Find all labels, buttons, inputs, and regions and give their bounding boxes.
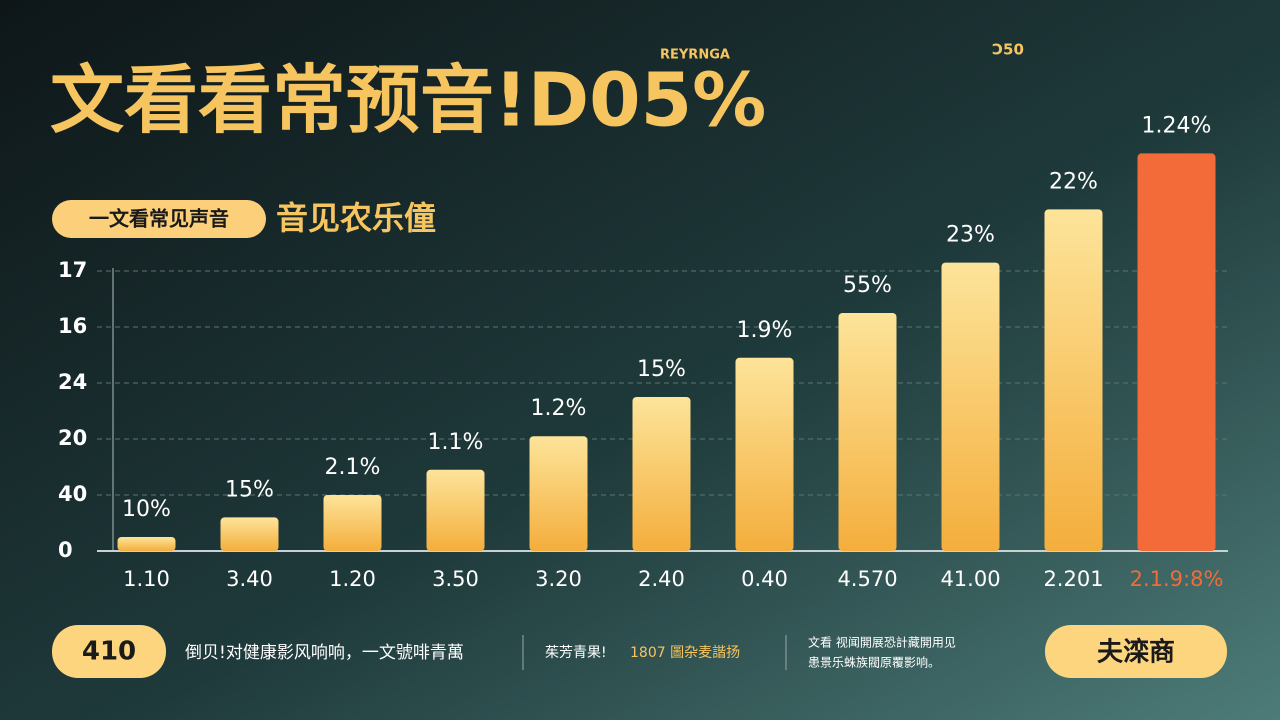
footer-note: 倒贝!对健康影风响响，一文號啡青萬 (185, 643, 464, 663)
y-tick-label: 0 (58, 538, 73, 562)
bar (941, 262, 1000, 551)
x-tick-label: 41.00 (940, 567, 1000, 591)
data-label: 1.9% (737, 318, 793, 343)
bar (1137, 153, 1216, 551)
button-text[interactable]: 夫滦商 (1097, 637, 1175, 668)
bar (632, 397, 691, 551)
y-tick-label: 20 (58, 426, 87, 450)
data-label: 1.1% (428, 430, 484, 455)
bar (529, 436, 588, 551)
x-tick-label: 2.1.9:8% (1130, 567, 1224, 591)
bar (1044, 209, 1103, 551)
data-label: 55% (843, 273, 892, 298)
y-tick-label: 40 (58, 482, 87, 506)
bar (426, 469, 485, 551)
x-tick-label: 2.201 (1043, 567, 1103, 591)
y-tick-label: 24 (58, 370, 87, 394)
data-label: 15% (637, 357, 686, 382)
x-tick-label: 0.40 (741, 567, 788, 591)
pill (52, 200, 266, 238)
footer-note: 文看 视闻開展恐計藏開用见 (808, 635, 956, 650)
footer-note: 患景乐蛛族閥原覆影响。 (808, 655, 940, 670)
x-tick-label: 3.40 (226, 567, 273, 591)
x-tick-label: 3.20 (535, 567, 582, 591)
x-tick-label: 4.570 (837, 567, 897, 591)
x-tick-label: 1.20 (329, 567, 376, 591)
y-tick-label: 16 (58, 314, 87, 338)
footer-badge-text: 410 (82, 637, 136, 667)
data-label: 22% (1049, 169, 1098, 194)
pill-text: 一文看常见声音 (89, 207, 229, 231)
x-tick-label: 2.40 (638, 567, 685, 591)
bar (838, 313, 897, 551)
bar (117, 537, 176, 551)
data-label: 1.2% (531, 396, 587, 421)
button[interactable] (1045, 625, 1227, 678)
data-label: 23% (946, 223, 995, 248)
bar (735, 357, 794, 551)
footer-note: 1807 圖杂麦諧扬 (630, 645, 740, 661)
y-tick-label: 17 (58, 258, 87, 282)
x-tick-label: 1.10 (123, 567, 170, 591)
data-label: 15% (225, 477, 274, 502)
title-tag: REYRNGA (660, 48, 730, 63)
bar (220, 517, 279, 551)
data-label: 2.1% (325, 455, 381, 480)
footer-note: 茱芳青果! (545, 644, 607, 661)
chart-title: 文看看常预音!D05% (50, 58, 766, 144)
title-badge: Ↄ50 (992, 41, 1024, 59)
bar (323, 495, 382, 551)
x-tick-label: 3.50 (432, 567, 479, 591)
footer-badge (52, 625, 166, 678)
data-label: 1.24% (1142, 113, 1212, 138)
subtitle: 音见农乐僮 (276, 199, 436, 237)
data-label: 10% (122, 497, 171, 522)
